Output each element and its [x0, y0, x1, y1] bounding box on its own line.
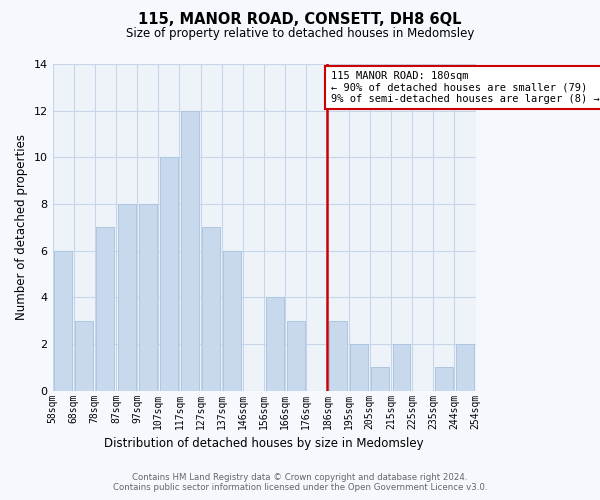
Bar: [350, 344, 368, 391]
Bar: [392, 344, 410, 391]
Bar: [202, 228, 220, 390]
Bar: [371, 368, 389, 390]
Text: Contains HM Land Registry data © Crown copyright and database right 2024.
Contai: Contains HM Land Registry data © Crown c…: [113, 473, 487, 492]
Bar: [160, 158, 178, 390]
Y-axis label: Number of detached properties: Number of detached properties: [15, 134, 28, 320]
Bar: [329, 320, 347, 390]
Bar: [139, 204, 157, 390]
Bar: [287, 320, 305, 390]
Bar: [97, 228, 115, 390]
Bar: [456, 344, 474, 391]
Text: Size of property relative to detached houses in Medomsley: Size of property relative to detached ho…: [126, 28, 474, 40]
Bar: [223, 250, 241, 390]
Bar: [181, 110, 199, 390]
Bar: [75, 320, 93, 390]
Bar: [118, 204, 136, 390]
Text: 115 MANOR ROAD: 180sqm
← 90% of detached houses are smaller (79)
9% of semi-deta: 115 MANOR ROAD: 180sqm ← 90% of detached…: [331, 71, 599, 104]
X-axis label: Distribution of detached houses by size in Medomsley: Distribution of detached houses by size …: [104, 437, 424, 450]
Bar: [435, 368, 453, 390]
Bar: [54, 250, 72, 390]
Text: 115, MANOR ROAD, CONSETT, DH8 6QL: 115, MANOR ROAD, CONSETT, DH8 6QL: [138, 12, 462, 28]
Bar: [266, 298, 284, 390]
